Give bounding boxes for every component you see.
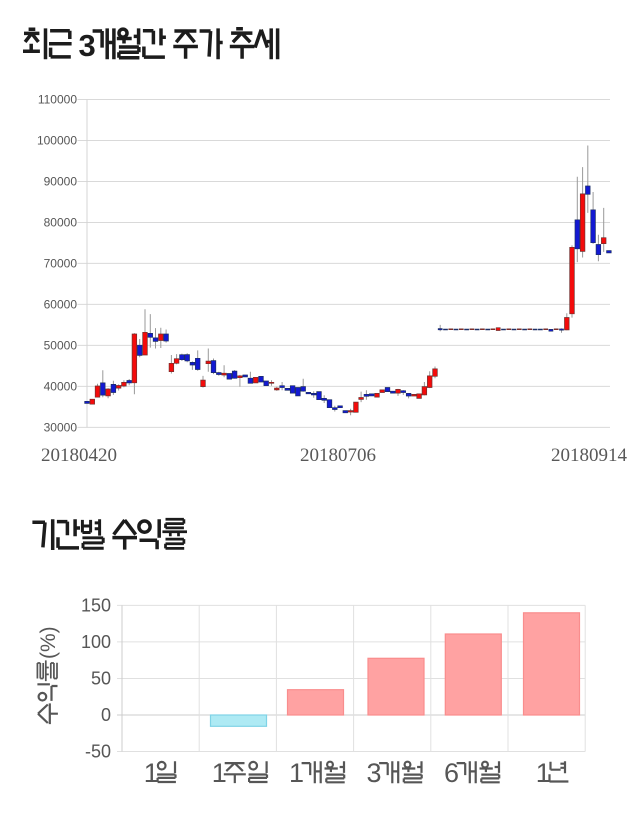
svg-text:3: 3 (367, 758, 382, 788)
svg-text:1: 1 (212, 758, 227, 788)
svg-text:90000: 90000 (44, 175, 78, 189)
svg-text:20180914: 20180914 (551, 445, 628, 466)
svg-text:-50: -50 (85, 742, 111, 762)
svg-text:20180706: 20180706 (300, 445, 376, 466)
svg-text:100: 100 (81, 632, 111, 652)
svg-text:60000: 60000 (44, 297, 78, 311)
svg-text:110000: 110000 (38, 93, 77, 107)
svg-text:1: 1 (144, 758, 159, 788)
svg-text:50: 50 (91, 669, 111, 689)
svg-text:100000: 100000 (37, 134, 77, 148)
svg-text:50000: 50000 (44, 338, 78, 352)
svg-text:80000: 80000 (44, 216, 78, 230)
svg-text:40000: 40000 (44, 379, 78, 393)
svg-text:70000: 70000 (44, 256, 78, 270)
svg-text:30000: 30000 (44, 420, 78, 434)
svg-text:0: 0 (101, 705, 111, 725)
svg-text:150: 150 (81, 595, 111, 615)
svg-text:(%): (%) (37, 626, 60, 659)
svg-text:3: 3 (79, 28, 96, 63)
svg-text:1: 1 (536, 758, 551, 788)
svg-text:1: 1 (289, 758, 304, 788)
svg-text:6: 6 (444, 758, 459, 788)
svg-text:20180420: 20180420 (41, 445, 117, 466)
